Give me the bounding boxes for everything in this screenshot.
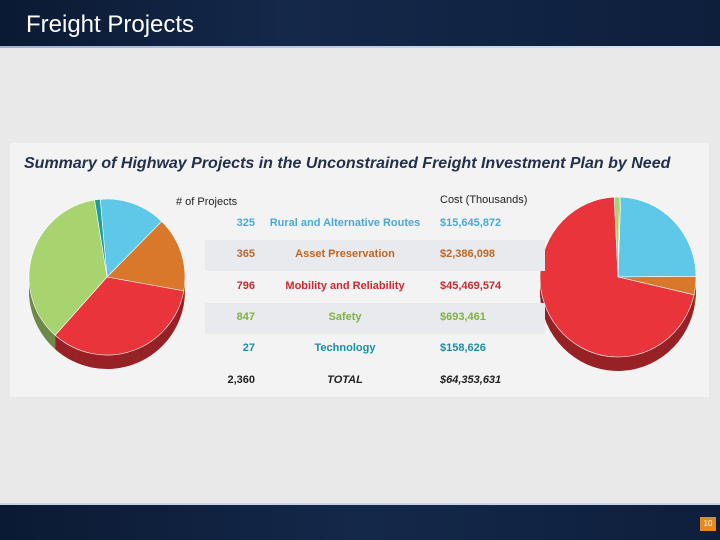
table-row: 365 Asset Preservation $2,386,098 (205, 240, 545, 272)
header-bar (0, 0, 720, 46)
total-label: TOTAL (327, 373, 363, 386)
table-row: 325 Rural and Alternative Routes $15,645,8… (205, 209, 545, 240)
need-category: Technology (314, 342, 376, 355)
need-category: Mobility and Reliability (285, 279, 405, 292)
projects-count: 365 (236, 248, 255, 261)
summary-figure: Summary of Highway Projects in the Uncon… (10, 143, 709, 397)
pie-slice (617, 196, 697, 278)
slide-title: Freight Projects (26, 11, 195, 38)
pie-slice (617, 196, 622, 278)
table-row: 796 Mobility and Reliability $45,469,574 (205, 272, 545, 303)
table-row: 847 Safety $693,461 (205, 302, 545, 334)
total-cost: $64,353,631 (440, 373, 502, 386)
figure-title: Summary of Highway Projects in the Uncon… (24, 155, 671, 172)
pie-slice (106, 221, 186, 292)
pie-slice (539, 196, 695, 358)
cost-value: $158,626 (440, 342, 486, 355)
projects-pie-chart (28, 198, 186, 369)
col-cost-header: Cost (Thousands) (440, 194, 528, 206)
pie-slice (28, 199, 108, 336)
cost-pie-chart (539, 196, 697, 371)
need-category: Asset Preservation (295, 248, 395, 261)
table-row: 27 Technology $158,626 (205, 334, 545, 365)
projects-count: 796 (236, 279, 255, 292)
cost-value: $15,645,872 (440, 217, 502, 229)
footer-divider (0, 503, 720, 505)
total-projects: 2,360 (227, 373, 255, 386)
page-number: 10 (700, 517, 716, 531)
header-divider (0, 46, 720, 48)
cost-value: $2,386,098 (440, 248, 496, 261)
need-category: Rural and Alternative Routes (269, 217, 421, 229)
pie-slice (54, 276, 185, 356)
cost-value: $45,469,574 (440, 279, 502, 292)
projects-count: 325 (236, 217, 255, 229)
footer-bar (0, 505, 720, 540)
pie-slice (99, 198, 163, 278)
cost-value: $693,461 (440, 310, 486, 323)
pie-slice (94, 198, 108, 278)
col-projects-header: # of Projects (176, 196, 238, 208)
table-row-total: 2,360 TOTAL $64,353,631 (205, 366, 545, 397)
projects-count: 27 (242, 342, 255, 355)
projects-count: 847 (236, 310, 255, 323)
need-category: Safety (328, 310, 362, 323)
